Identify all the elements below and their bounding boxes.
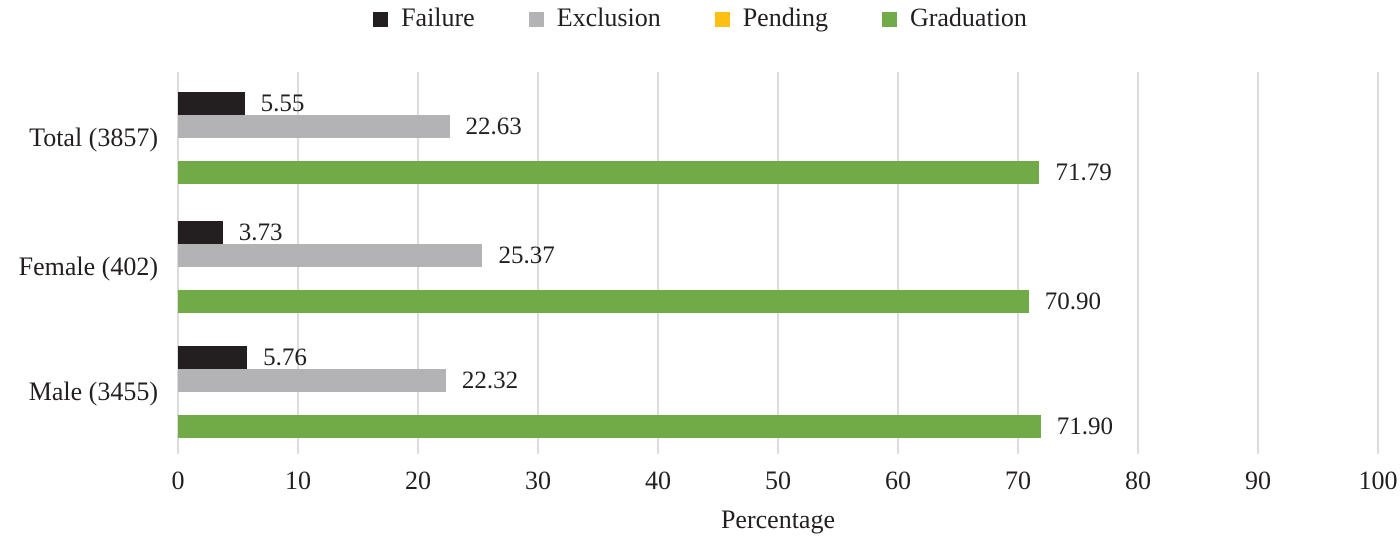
legend-item-failure: Failure	[373, 3, 475, 33]
bar-group-1: 5.55 22.63 71.79	[178, 90, 1378, 186]
x-tick-label: 40	[645, 466, 671, 495]
tick-mark	[897, 446, 899, 454]
bar-failure	[178, 221, 223, 244]
x-tick-label: 90	[1245, 466, 1271, 495]
legend-label: Failure	[401, 3, 475, 32]
bar-value-label: 5.55	[260, 90, 305, 117]
x-tick-label: 20	[405, 466, 431, 495]
x-tick-label: 70	[1005, 466, 1031, 495]
bar-group-2: 3.73 25.37 70.90	[178, 219, 1378, 315]
x-tick-label: 80	[1125, 466, 1151, 495]
x-tick-label: 100	[1358, 466, 1398, 495]
plot-area: 5.55 22.63 71.79 3.73 25.37 70.90 5.76 22.32 71.…	[177, 72, 1379, 454]
legend-swatch-icon	[373, 11, 389, 27]
legend-label: Graduation	[909, 3, 1027, 32]
legend-swatch-icon	[881, 11, 897, 27]
bar-value-label: 22.63	[465, 113, 522, 140]
bar-value-label: 3.73	[238, 219, 283, 246]
x-tick-label: 50	[765, 466, 791, 495]
gridline	[1017, 72, 1019, 446]
bar-value-label: 71.79	[1055, 159, 1112, 186]
gridline	[537, 72, 539, 446]
tick-mark	[1137, 446, 1139, 454]
bar-value-label: 5.76	[263, 344, 307, 371]
gridline	[777, 72, 779, 446]
gridline	[897, 72, 899, 446]
x-tick-label: 0	[171, 466, 185, 495]
gridline	[1137, 72, 1139, 446]
bar-graduation	[178, 161, 1040, 184]
bar-graduation	[178, 290, 1029, 313]
legend-item-pending: Pending	[714, 3, 828, 33]
gridline	[1257, 72, 1259, 446]
bar-group-3: 5.76 22.32 71.90	[178, 344, 1378, 440]
legend-item-graduation: Graduation	[881, 3, 1027, 33]
tick-mark	[297, 446, 299, 454]
x-tick-label: 10	[285, 466, 311, 495]
x-axis-title: Percentage	[720, 505, 836, 534]
tick-mark	[1377, 446, 1379, 454]
x-tick-label: 60	[885, 466, 911, 495]
category-label: Female (402)	[18, 252, 158, 281]
gridline	[657, 72, 659, 446]
legend-swatch-icon	[714, 11, 730, 27]
legend-label: Pending	[742, 3, 828, 32]
bar-value-label: 22.32	[461, 367, 519, 394]
bar-value-label: 25.37	[498, 242, 555, 269]
bar-failure	[178, 346, 248, 369]
legend-label: Exclusion	[556, 3, 661, 32]
tick-mark	[1017, 446, 1019, 454]
tick-mark	[417, 446, 419, 454]
x-tick-label: 30	[525, 466, 551, 495]
tick-mark	[657, 446, 659, 454]
bar-exclusion	[178, 115, 450, 138]
bar-value-label: 70.90	[1044, 288, 1102, 315]
bar-value-label: 71.90	[1056, 413, 1114, 440]
bar-failure	[178, 92, 245, 115]
category-label: Male (3455)	[28, 377, 158, 406]
bar-exclusion	[178, 369, 446, 392]
legend-item-exclusion: Exclusion	[528, 3, 661, 33]
gridline	[1377, 72, 1379, 446]
legend-swatch-icon	[528, 11, 544, 27]
category-label: Total (3857)	[29, 123, 158, 152]
tick-mark	[537, 446, 539, 454]
tick-mark	[1257, 446, 1259, 454]
tick-mark	[777, 446, 779, 454]
bar-exclusion	[178, 244, 483, 267]
bar-graduation	[178, 415, 1041, 438]
chart-legend: Failure Exclusion Pending Graduation	[0, 2, 1400, 34]
tick-mark	[177, 446, 179, 454]
